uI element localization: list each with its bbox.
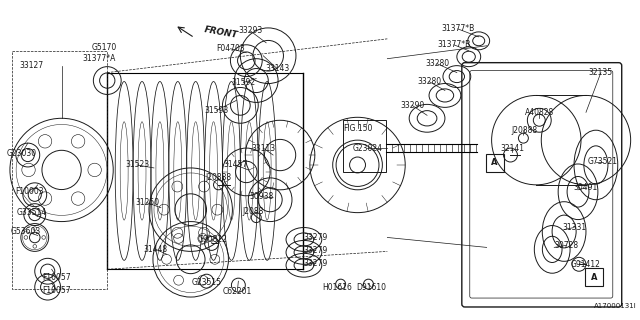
Text: J20888: J20888 <box>205 173 232 182</box>
Text: H01616: H01616 <box>323 283 353 292</box>
Text: 33293: 33293 <box>238 26 262 36</box>
Text: F10003: F10003 <box>15 187 44 196</box>
Text: 33279: 33279 <box>304 233 328 242</box>
Text: D91610: D91610 <box>356 283 387 292</box>
Text: J2088: J2088 <box>243 207 264 216</box>
Text: F10057: F10057 <box>42 273 71 282</box>
Text: G73521: G73521 <box>588 157 618 166</box>
Text: F10057: F10057 <box>42 286 71 295</box>
Text: 31593: 31593 <box>204 106 228 115</box>
Text: A: A <box>492 158 498 167</box>
Text: 33280: 33280 <box>425 59 449 68</box>
Text: 31250: 31250 <box>135 198 159 207</box>
Text: 32141: 32141 <box>500 144 524 153</box>
Text: 31523: 31523 <box>125 160 149 170</box>
Bar <box>342 120 387 172</box>
Text: G90822: G90822 <box>198 235 227 244</box>
Text: A40828: A40828 <box>525 108 554 117</box>
Text: 31448: 31448 <box>144 245 168 254</box>
Text: 31377*B: 31377*B <box>437 40 470 49</box>
Text: G33514: G33514 <box>17 208 47 217</box>
Text: G23024: G23024 <box>353 144 383 153</box>
Text: A17000131I: A17000131I <box>595 303 637 309</box>
Bar <box>585 268 603 286</box>
Text: G23030: G23030 <box>7 148 37 157</box>
Text: 31592: 31592 <box>231 78 255 87</box>
Text: 31377*B: 31377*B <box>441 24 474 33</box>
Text: 30938: 30938 <box>249 192 273 201</box>
Text: 33127: 33127 <box>20 61 44 70</box>
Text: G53603: G53603 <box>11 227 41 236</box>
Text: G5170: G5170 <box>92 43 117 52</box>
Text: 33290: 33290 <box>400 101 424 110</box>
Text: 33279: 33279 <box>304 246 328 255</box>
Text: G91412: G91412 <box>571 260 601 269</box>
Text: 31457: 31457 <box>223 160 248 170</box>
Text: 33113: 33113 <box>251 144 275 153</box>
Text: 30728: 30728 <box>554 241 578 250</box>
Text: 33280: 33280 <box>417 77 441 86</box>
Text: FRONT: FRONT <box>204 26 239 40</box>
Text: C62201: C62201 <box>223 287 252 296</box>
Text: FIG.150: FIG.150 <box>343 124 372 133</box>
Text: G23515: G23515 <box>191 278 221 287</box>
Text: A: A <box>591 273 597 282</box>
Text: 33143: 33143 <box>265 64 289 73</box>
Text: 31377*A: 31377*A <box>83 54 116 63</box>
Bar <box>486 154 504 172</box>
Text: 32135: 32135 <box>589 68 613 77</box>
Text: 31331: 31331 <box>562 223 586 232</box>
Text: F04703: F04703 <box>216 44 244 53</box>
Text: 30491: 30491 <box>574 183 598 192</box>
Text: 33279: 33279 <box>304 259 328 268</box>
Text: J20888: J20888 <box>511 126 538 135</box>
